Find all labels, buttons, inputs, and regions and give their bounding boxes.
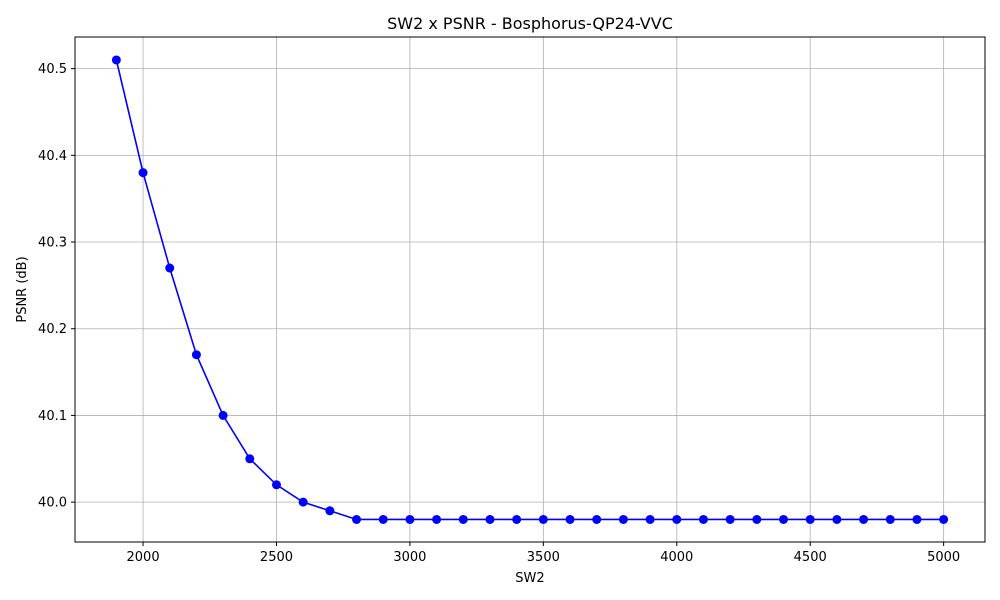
data-point bbox=[432, 514, 442, 524]
data-point bbox=[352, 514, 362, 524]
data-point bbox=[218, 410, 228, 420]
x-tick-label: 2000 bbox=[127, 550, 160, 565]
y-tick-label: 40.2 bbox=[38, 322, 67, 337]
data-point bbox=[485, 514, 495, 524]
x-tick-label: 5000 bbox=[927, 550, 960, 565]
x-tick-label: 2500 bbox=[260, 550, 293, 565]
data-point bbox=[111, 55, 121, 65]
chart-title: SW2 x PSNR - Bosphorus-QP24-VVC bbox=[387, 14, 673, 33]
data-point bbox=[939, 514, 949, 524]
ticks: 2000 2500 3000 3500 4000 4500 5000 40.0 40.1 40.2… bbox=[38, 62, 960, 565]
x-axis-label: SW2 bbox=[515, 571, 544, 586]
data-point bbox=[405, 514, 415, 524]
grid bbox=[75, 37, 985, 542]
x-tick-label: 4000 bbox=[660, 550, 693, 565]
data-point bbox=[165, 263, 175, 273]
data-point bbox=[191, 350, 201, 360]
data-point bbox=[752, 514, 762, 524]
y-tick-label: 40.5 bbox=[38, 62, 67, 77]
data-point bbox=[725, 514, 735, 524]
data-point bbox=[245, 454, 255, 464]
data-point bbox=[271, 480, 281, 490]
y-tick-label: 40.1 bbox=[38, 409, 67, 424]
y-tick-label: 40.3 bbox=[38, 236, 67, 251]
data-point bbox=[805, 514, 815, 524]
plot-frame bbox=[74, 36, 986, 543]
data-point bbox=[512, 514, 522, 524]
data-point bbox=[298, 497, 308, 507]
data-point bbox=[912, 514, 922, 524]
x-tick-label: 3000 bbox=[393, 550, 426, 565]
x-tick-label: 4500 bbox=[794, 550, 827, 565]
data-point bbox=[458, 514, 468, 524]
data-point bbox=[592, 514, 602, 524]
data-point bbox=[138, 168, 148, 178]
data-point bbox=[378, 514, 388, 524]
data-point bbox=[779, 514, 789, 524]
y-tick-label: 40.0 bbox=[38, 496, 67, 511]
data-point bbox=[859, 514, 869, 524]
y-axis-label: PSNR (dB) bbox=[15, 256, 30, 322]
data-point bbox=[538, 514, 548, 524]
data-point bbox=[672, 514, 682, 524]
data-point bbox=[565, 514, 575, 524]
data-point bbox=[645, 514, 655, 524]
series-layer bbox=[111, 55, 949, 524]
data-point bbox=[885, 514, 895, 524]
y-tick-label: 40.4 bbox=[38, 149, 67, 164]
data-point bbox=[698, 514, 708, 524]
data-point bbox=[832, 514, 842, 524]
data-point bbox=[325, 506, 335, 516]
data-point bbox=[618, 514, 628, 524]
x-tick-label: 3500 bbox=[527, 550, 560, 565]
